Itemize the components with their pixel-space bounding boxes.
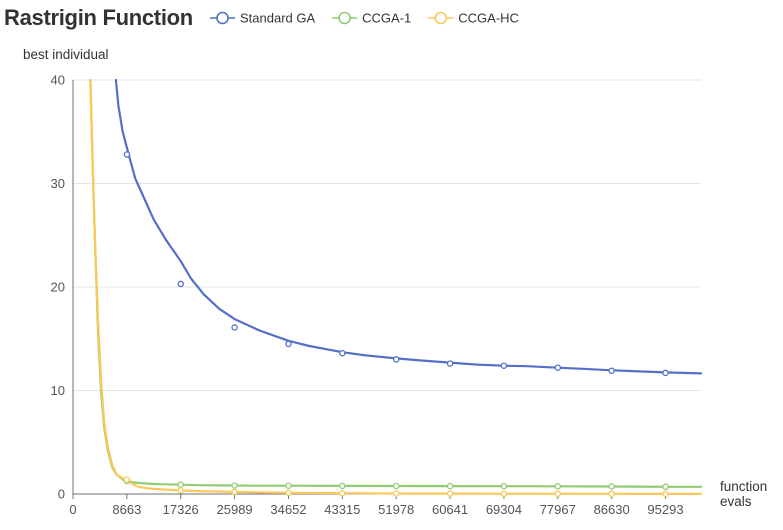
series-markers <box>123 151 669 498</box>
legend-marker <box>434 11 448 25</box>
data-point[interactable] <box>123 476 131 483</box>
data-point[interactable] <box>231 488 238 496</box>
data-point[interactable] <box>285 489 292 497</box>
data-point[interactable] <box>392 356 400 363</box>
data-point[interactable] <box>500 362 508 369</box>
x-tick-label: 60641 <box>432 502 468 517</box>
y-tick-label: 10 <box>51 383 65 398</box>
data-point[interactable] <box>662 483 669 491</box>
x-tick-label: 51978 <box>378 502 414 517</box>
data-point[interactable] <box>231 324 238 331</box>
legend-marker <box>216 11 229 25</box>
legend[interactable]: Standard GA CCGA-1 CCGA-HC <box>210 11 519 26</box>
x-tick-label: 25989 <box>217 502 253 517</box>
y-tick-label: 30 <box>51 176 65 191</box>
series-line[interactable] <box>114 78 703 375</box>
data-point[interactable] <box>339 489 346 497</box>
legend-label: CCGA-1 <box>362 11 411 26</box>
data-point[interactable] <box>285 482 292 489</box>
x-tick-label: 17326 <box>163 502 199 517</box>
data-point[interactable] <box>177 481 184 488</box>
data-point[interactable] <box>662 369 669 377</box>
x-tick-label: 34652 <box>270 502 306 517</box>
x-axis-label-line: evals <box>720 494 752 509</box>
data-point[interactable] <box>554 364 562 371</box>
legend-item[interactable]: CCGA-1 <box>332 11 411 26</box>
data-point[interactable] <box>554 490 562 498</box>
y-tick-label: 40 <box>51 73 65 88</box>
data-point[interactable] <box>608 490 615 498</box>
data-point[interactable] <box>662 490 669 498</box>
chart-title: Rastrigin Function <box>4 5 193 30</box>
x-tick-label: 8663 <box>112 502 141 517</box>
data-point[interactable] <box>446 360 454 367</box>
data-point[interactable] <box>177 280 184 288</box>
data-point[interactable] <box>123 151 131 158</box>
data-point[interactable] <box>554 483 562 490</box>
y-axis-label: best individual <box>23 47 109 62</box>
x-axis-label: function evals <box>720 479 767 509</box>
axes: 0 10 20 30 40 0 8663 17326 25989 34652 43315 51978 6… <box>51 73 701 517</box>
y-tick-label: 20 <box>51 280 65 295</box>
data-point[interactable] <box>446 490 454 497</box>
data-point[interactable] <box>392 482 400 490</box>
data-point[interactable] <box>177 487 184 494</box>
data-point[interactable] <box>608 367 615 375</box>
grid-lines <box>73 79 701 391</box>
data-point[interactable] <box>285 340 292 348</box>
data-point[interactable] <box>500 482 508 490</box>
data-point[interactable] <box>500 490 508 497</box>
y-tick-label: 0 <box>58 487 65 502</box>
legend-label: CCGA-HC <box>458 11 519 26</box>
data-point[interactable] <box>392 490 400 497</box>
legend-item[interactable]: Standard GA <box>210 11 315 26</box>
x-tick-label: 43315 <box>324 502 360 517</box>
x-tick-label: 95293 <box>647 502 683 517</box>
legend-item[interactable]: CCGA-HC <box>428 11 519 26</box>
series-line[interactable] <box>89 78 703 495</box>
data-point[interactable] <box>608 483 615 490</box>
x-tick-label: 86630 <box>594 502 630 517</box>
legend-marker <box>338 11 351 25</box>
legend-label: Standard GA <box>240 11 315 26</box>
data-point[interactable] <box>339 349 346 357</box>
x-tick-label: 69304 <box>486 502 522 517</box>
x-tick-label: 0 <box>69 502 76 517</box>
x-tick-label: 77967 <box>540 502 576 517</box>
data-point[interactable] <box>339 482 346 490</box>
x-axis-label-line: function <box>720 479 767 494</box>
data-point[interactable] <box>231 482 238 489</box>
data-point[interactable] <box>446 482 454 490</box>
series-lines <box>89 78 703 495</box>
